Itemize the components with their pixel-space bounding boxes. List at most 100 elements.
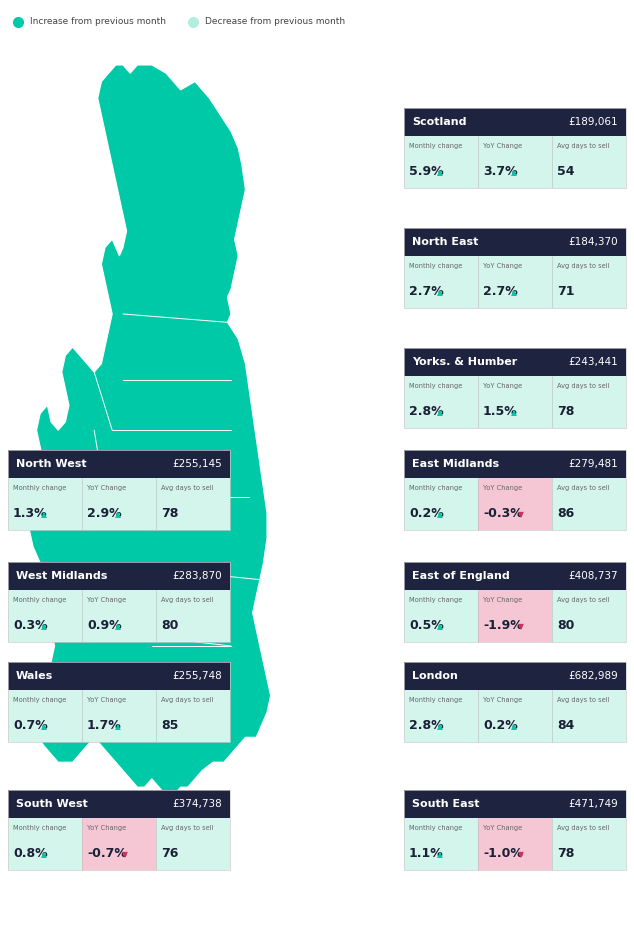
Text: 78: 78: [557, 847, 574, 860]
Text: London: London: [412, 671, 458, 681]
Bar: [404, 108, 626, 188]
Bar: [8, 818, 82, 870]
Text: Scotland: Scotland: [412, 117, 467, 127]
Text: 2.8%: 2.8%: [409, 405, 444, 418]
Text: Wales: Wales: [16, 671, 53, 681]
Bar: [8, 562, 230, 590]
Text: ▲: ▲: [41, 622, 47, 631]
Text: 54: 54: [557, 165, 574, 178]
Bar: [82, 478, 156, 530]
Bar: [552, 818, 626, 870]
Text: Monthly change: Monthly change: [13, 825, 67, 831]
Text: 0.2%: 0.2%: [483, 719, 518, 732]
Bar: [156, 478, 230, 530]
Text: 85: 85: [161, 719, 178, 732]
Text: Avg days to sell: Avg days to sell: [557, 825, 609, 831]
Text: ▲: ▲: [511, 167, 517, 177]
Text: ▼: ▼: [517, 622, 524, 631]
Text: YoY Change: YoY Change: [483, 143, 522, 149]
Text: ▲: ▲: [41, 510, 47, 519]
Text: 0.3%: 0.3%: [13, 618, 48, 631]
Bar: [82, 818, 156, 870]
Text: YoY Change: YoY Change: [483, 597, 522, 603]
Text: £279,481: £279,481: [568, 459, 618, 469]
Bar: [404, 590, 478, 642]
Text: ▲: ▲: [41, 722, 47, 731]
Text: 78: 78: [161, 507, 178, 520]
Bar: [552, 478, 626, 530]
Text: £471,749: £471,749: [568, 799, 618, 809]
Bar: [404, 662, 626, 690]
Text: Avg days to sell: Avg days to sell: [161, 697, 214, 703]
Bar: [8, 690, 82, 742]
Bar: [156, 818, 230, 870]
Bar: [8, 790, 230, 870]
Text: Avg days to sell: Avg days to sell: [557, 597, 609, 603]
Bar: [82, 690, 156, 742]
Bar: [8, 590, 82, 642]
Text: Decrease from previous month: Decrease from previous month: [205, 18, 345, 26]
Text: Avg days to sell: Avg days to sell: [557, 263, 609, 269]
Bar: [404, 376, 478, 428]
Text: 0.9%: 0.9%: [87, 618, 122, 631]
Bar: [156, 590, 230, 642]
Text: ▲: ▲: [437, 288, 443, 297]
Bar: [8, 662, 230, 742]
Text: £374,738: £374,738: [172, 799, 222, 809]
Text: ▲: ▲: [511, 408, 517, 417]
Text: 5.9%: 5.9%: [409, 165, 444, 178]
Text: ▲: ▲: [115, 722, 121, 731]
Text: £408,737: £408,737: [568, 571, 618, 581]
Text: ▲: ▲: [511, 288, 517, 297]
Text: Monthly change: Monthly change: [13, 485, 67, 491]
Bar: [404, 348, 626, 376]
Text: 1.1%: 1.1%: [409, 847, 444, 860]
Bar: [552, 376, 626, 428]
Text: £243,441: £243,441: [568, 357, 618, 367]
Text: YoY Change: YoY Change: [87, 597, 126, 603]
Text: Yorks. & Humber: Yorks. & Humber: [412, 357, 517, 367]
Bar: [156, 690, 230, 742]
Bar: [82, 590, 156, 642]
Text: Monthly change: Monthly change: [13, 697, 67, 703]
Bar: [478, 256, 552, 308]
Text: ▲: ▲: [41, 850, 47, 859]
Text: YoY Change: YoY Change: [483, 485, 522, 491]
Text: Monthly change: Monthly change: [409, 383, 462, 389]
Text: -0.7%: -0.7%: [87, 847, 127, 860]
Bar: [404, 790, 626, 870]
Text: Avg days to sell: Avg days to sell: [161, 825, 214, 831]
Text: ▼: ▼: [122, 850, 127, 859]
Bar: [478, 478, 552, 530]
Text: East of England: East of England: [412, 571, 510, 581]
Text: Monthly change: Monthly change: [409, 697, 462, 703]
Text: South East: South East: [412, 799, 479, 809]
Bar: [8, 478, 82, 530]
Bar: [404, 256, 478, 308]
Bar: [552, 690, 626, 742]
Text: Monthly change: Monthly change: [409, 597, 462, 603]
Bar: [404, 662, 626, 742]
Text: Avg days to sell: Avg days to sell: [161, 485, 214, 491]
Bar: [478, 690, 552, 742]
Bar: [404, 450, 626, 530]
Bar: [8, 790, 230, 818]
Text: YoY Change: YoY Change: [483, 697, 522, 703]
Text: 76: 76: [161, 847, 178, 860]
Text: 1.5%: 1.5%: [483, 405, 518, 418]
Text: YoY Change: YoY Change: [483, 263, 522, 269]
Bar: [8, 662, 230, 690]
Text: ▲: ▲: [437, 722, 443, 731]
Text: £189,061: £189,061: [568, 117, 618, 127]
Text: YoY Change: YoY Change: [483, 383, 522, 389]
Text: £255,145: £255,145: [172, 459, 222, 469]
Text: YoY Change: YoY Change: [87, 697, 126, 703]
Text: -1.0%: -1.0%: [483, 847, 523, 860]
Text: 86: 86: [557, 507, 574, 520]
Text: 1.3%: 1.3%: [13, 507, 48, 520]
Bar: [478, 818, 552, 870]
Bar: [404, 108, 626, 136]
Text: Avg days to sell: Avg days to sell: [161, 597, 214, 603]
Text: Avg days to sell: Avg days to sell: [557, 143, 609, 149]
Text: 3.7%: 3.7%: [483, 165, 517, 178]
